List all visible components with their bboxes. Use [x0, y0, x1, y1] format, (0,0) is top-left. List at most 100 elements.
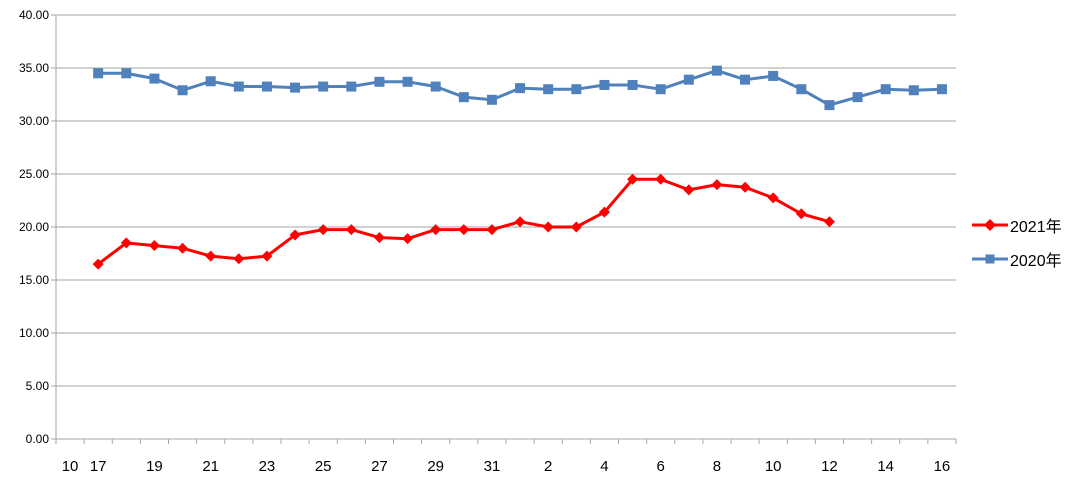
- x-tick-label: 10: [765, 458, 782, 475]
- x-tick-label: 19: [146, 458, 163, 475]
- data-point: [430, 224, 442, 236]
- x-tick-label: 8: [713, 458, 721, 475]
- x-tick-label: 10: [62, 458, 79, 475]
- y-tick-label: 35.00: [19, 61, 49, 75]
- x-tick-label: 27: [371, 458, 388, 475]
- data-point: [542, 221, 554, 233]
- data-point: [317, 224, 329, 236]
- data-point: [205, 250, 217, 262]
- data-point: [627, 79, 638, 90]
- data-point: [711, 65, 722, 76]
- data-point: [430, 81, 441, 92]
- data-point: [711, 179, 723, 191]
- data-point: [767, 192, 779, 204]
- x-tick-label: 25: [315, 458, 332, 475]
- series-2020: [93, 65, 947, 111]
- data-point: [149, 73, 160, 84]
- data-point: [627, 173, 639, 185]
- x-tick-label: 29: [427, 458, 444, 475]
- data-point: [740, 74, 751, 85]
- grid-lines: [56, 14, 956, 387]
- data-point: [289, 229, 301, 241]
- data-point: [655, 84, 666, 95]
- data-point: [458, 224, 470, 236]
- data-point: [120, 237, 132, 249]
- data-point: [880, 84, 891, 95]
- data-point: [345, 224, 357, 236]
- data-point: [514, 216, 526, 228]
- data-point: [261, 81, 272, 92]
- data-point: [515, 83, 526, 94]
- data-point: [318, 81, 329, 92]
- legend-swatch-2021: [972, 219, 1008, 231]
- y-tick-label: 25.00: [19, 167, 49, 181]
- data-point: [823, 216, 835, 228]
- y-tick-labels: 0.00 5.00 10.00 15.00 20.00 25.00 30.00 35.00 40…: [19, 8, 49, 446]
- data-point: [768, 70, 779, 81]
- x-tick-label: 23: [259, 458, 276, 475]
- data-point: [205, 76, 216, 87]
- data-point: [683, 184, 695, 196]
- data-point: [824, 100, 835, 111]
- legend-item-2021: 2021年: [972, 208, 1062, 242]
- x-tick-label: 16: [934, 458, 951, 475]
- legend-label-2021: 2021年: [1010, 219, 1062, 236]
- data-point: [402, 76, 413, 87]
- data-point: [570, 221, 582, 233]
- y-tick-label: 30.00: [19, 114, 49, 128]
- x-tick-label: 31: [484, 458, 501, 475]
- y-tick-label: 0.00: [26, 432, 50, 446]
- series-line: [97, 177, 830, 266]
- data-point: [796, 84, 807, 95]
- data-point: [346, 81, 357, 92]
- data-point: [598, 206, 610, 218]
- data-point: [177, 85, 188, 96]
- axes: [51, 14, 957, 444]
- data-point: [261, 250, 273, 262]
- x-tick-label: 14: [877, 458, 894, 475]
- data-point: [795, 208, 807, 220]
- data-point: [571, 84, 582, 95]
- y-tick-label: 10.00: [19, 326, 49, 340]
- data-point: [373, 232, 385, 244]
- data-point: [458, 92, 469, 103]
- data-point: [92, 258, 104, 270]
- y-tick-label: 5.00: [26, 379, 50, 393]
- x-tick-labels: 10 17 19 21 23 25 27 29 31 2 4 6 8 10 12 14 16: [62, 458, 951, 475]
- data-point: [233, 81, 244, 92]
- data-point: [543, 84, 554, 95]
- x-tick-label: 6: [657, 458, 665, 475]
- data-point: [655, 173, 667, 185]
- data-point: [486, 94, 497, 105]
- x-tick-label: 4: [600, 458, 608, 475]
- data-point: [121, 68, 132, 79]
- data-point: [486, 224, 498, 236]
- data-point: [290, 82, 301, 93]
- x-tick-label: 12: [821, 458, 838, 475]
- data-point: [402, 233, 414, 245]
- legend: 2021年 2020年: [972, 208, 1062, 276]
- y-tick-label: 20.00: [19, 220, 49, 234]
- legend-label-2020: 2020年: [1010, 253, 1062, 270]
- data-point: [93, 68, 104, 79]
- series-2021: [92, 173, 835, 270]
- data-point: [374, 76, 385, 87]
- data-point: [177, 242, 189, 254]
- data-point: [908, 85, 919, 96]
- x-tick-label: 2: [544, 458, 552, 475]
- x-tick-label: 17: [90, 458, 107, 475]
- data-point: [599, 79, 610, 90]
- legend-swatch-2020: [972, 254, 1008, 264]
- data-point: [852, 92, 863, 103]
- data-point: [936, 84, 947, 95]
- data-point: [683, 74, 694, 85]
- series-lines: [92, 65, 947, 270]
- y-tick-label: 40.00: [19, 8, 49, 22]
- legend-item-2020: 2020年: [972, 242, 1062, 276]
- data-point: [233, 253, 245, 265]
- data-point: [148, 240, 160, 252]
- x-tick-label: 21: [202, 458, 219, 475]
- y-tick-label: 15.00: [19, 273, 49, 287]
